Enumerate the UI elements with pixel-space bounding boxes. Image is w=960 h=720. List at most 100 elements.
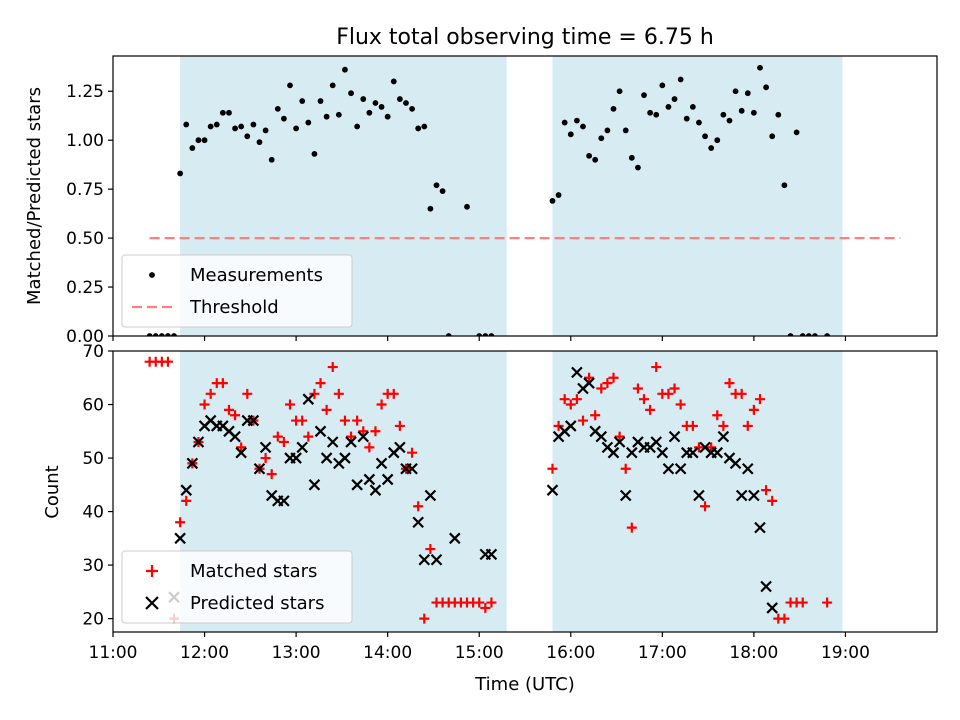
top-dot-point-46 <box>427 205 434 212</box>
top-dot-point-44 <box>415 125 422 132</box>
bottom-plus-point-36 <box>364 442 375 453</box>
bottom-x-point-35 <box>381 473 394 486</box>
bottom-plus-point-33 <box>346 431 357 442</box>
top-dot-point-26 <box>305 119 312 126</box>
bottom-plus-point-5 <box>175 517 186 528</box>
bottom-x-point-31 <box>357 430 370 443</box>
top-dot-point-68 <box>635 164 641 171</box>
bottom-legend-box <box>121 550 353 624</box>
bottom-plus-point-15 <box>236 442 247 453</box>
top-dot-point-74 <box>671 96 678 102</box>
top-dot-point-95 <box>799 333 806 336</box>
top-dot-point-80 <box>708 145 715 151</box>
bottom-plus-point-28 <box>315 378 326 389</box>
bottom-plus-point-78 <box>675 399 686 410</box>
top-y-tick-label-0: 0.00 <box>66 327 104 347</box>
bottom-plus-point-34 <box>352 415 363 426</box>
top-dot-point-56 <box>561 119 568 126</box>
top-dot-point-52 <box>482 333 489 336</box>
bottom-x-point-3 <box>186 457 199 470</box>
bottom-x-tick-label-4: 15:00 <box>455 643 504 663</box>
bottom-plus-point-31 <box>333 388 344 399</box>
bottom-y-tick-label-5: 70 <box>82 342 104 362</box>
bottom-plus-point-93 <box>767 495 778 506</box>
top-dot-point-83 <box>726 117 733 124</box>
top-dot-point-40 <box>390 78 397 85</box>
bottom-x-point-44 <box>449 532 461 545</box>
top-legend-label-1: Threshold <box>189 297 279 318</box>
top-dot-point-66 <box>622 127 629 134</box>
bottom-plus-point-38 <box>376 399 387 410</box>
top-dot-point-97 <box>812 333 818 336</box>
bottom-x-point-66 <box>662 462 675 475</box>
top-dot-point-78 <box>696 119 702 126</box>
top-dot-point-55 <box>555 192 562 198</box>
bottom-x-point-18 <box>278 495 290 507</box>
bottom-plus-point-19 <box>260 453 271 464</box>
top-dot-point-7 <box>189 145 196 151</box>
bottom-x-point-13 <box>247 414 260 427</box>
bottom-plus-point-9 <box>199 399 210 410</box>
top-dot-point-89 <box>763 84 769 91</box>
top-dot-point-93 <box>787 333 794 336</box>
top-dot-point-16 <box>244 133 251 140</box>
bottom-x-point-79 <box>742 462 754 475</box>
top-dot-point-50 <box>464 203 470 210</box>
bottom-plus-point-98 <box>797 597 808 608</box>
bottom-x-point-83 <box>766 602 778 614</box>
bottom-plus-point-89 <box>742 420 753 431</box>
bottom-plus-point-21 <box>272 431 283 442</box>
top-dot-point-53 <box>488 333 495 336</box>
bottom-x-point-75 <box>717 430 730 443</box>
bottom-plus-point-58 <box>553 420 564 431</box>
x-axis-label: Time (UTC) <box>474 674 575 695</box>
bottom-x-point-60 <box>626 446 638 459</box>
top-dot-point-33 <box>348 90 354 97</box>
bottom-plus-point-3 <box>162 356 173 367</box>
top-dot-point-42 <box>403 100 409 106</box>
bottom-x-point-65 <box>656 446 669 459</box>
top-dot-point-91 <box>775 111 782 118</box>
bottom-plot-area <box>144 356 833 624</box>
top-dot-point-64 <box>610 105 617 112</box>
top-dot-point-81 <box>714 137 721 144</box>
bottom-x-point-59 <box>619 489 632 502</box>
bottom-x-point-14 <box>253 462 266 475</box>
bottom-shaded-interval-1 <box>552 351 843 632</box>
top-dot-point-90 <box>769 133 776 140</box>
bottom-x-point-32 <box>363 473 376 486</box>
bottom-plus-point-25 <box>297 415 308 426</box>
top-dot-point-96 <box>805 333 812 336</box>
bottom-legend-label-1: Predicted stars <box>190 593 324 614</box>
top-dot-point-17 <box>250 121 257 128</box>
top-legend-marker-0 <box>149 272 155 278</box>
bottom-x-point-71 <box>693 489 705 502</box>
top-dot-point-8 <box>195 137 202 144</box>
top-dot-point-57 <box>567 131 574 138</box>
top-y-axis-label: Matched/Predicted stars <box>24 87 45 305</box>
bottom-plus-point-61 <box>571 394 582 405</box>
bottom-plus-point-70 <box>626 522 637 533</box>
top-dot-point-92 <box>781 182 788 189</box>
bottom-x-point-82 <box>760 580 772 593</box>
bottom-plus-point-29 <box>321 404 332 415</box>
bottom-x-point-55 <box>595 430 608 443</box>
bottom-plus-point-81 <box>693 442 704 453</box>
top-dot-point-2 <box>158 333 165 336</box>
bottom-y-tick-label-3: 50 <box>82 449 104 469</box>
top-plot-area <box>146 64 901 336</box>
top-legend: Measurements Threshold <box>121 254 353 328</box>
bottom-legend-marker-0 <box>146 565 158 577</box>
bottom-x-point-37 <box>394 441 406 454</box>
top-dot-point-85 <box>738 107 745 114</box>
bottom-plus-point-23 <box>285 399 296 410</box>
bottom-plus-point-63 <box>584 372 595 383</box>
bottom-plus-point-12 <box>217 378 228 389</box>
bottom-plus-point-88 <box>736 388 747 399</box>
top-dot-point-73 <box>665 104 672 110</box>
bottom-plus-point-59 <box>559 394 570 405</box>
bottom-plus-point-45 <box>419 613 430 624</box>
bottom-x-point-34 <box>375 457 388 470</box>
top-dot-point-19 <box>262 127 269 134</box>
